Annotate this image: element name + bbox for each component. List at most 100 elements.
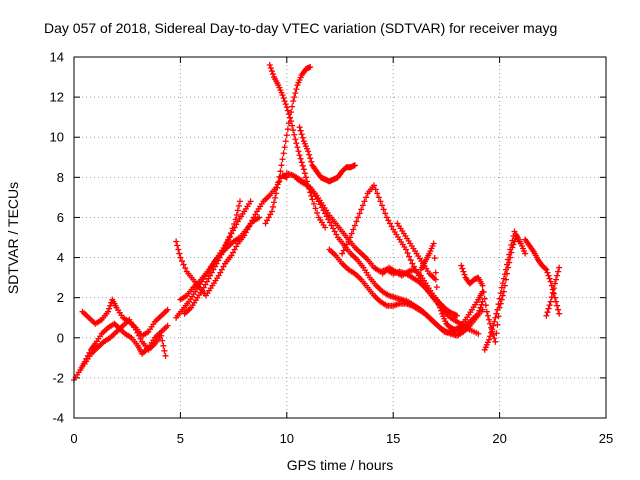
data-point xyxy=(545,272,552,279)
data-point xyxy=(550,285,557,292)
y-tick-label: 6 xyxy=(57,210,64,225)
data-point xyxy=(487,333,494,340)
data-point xyxy=(232,216,239,223)
data-point xyxy=(489,326,496,333)
data-point xyxy=(355,214,362,221)
data-point xyxy=(460,268,467,275)
data-point xyxy=(492,314,499,321)
data-point xyxy=(347,234,354,241)
data-point xyxy=(290,127,297,134)
data-point xyxy=(267,65,274,72)
data-point xyxy=(515,238,522,245)
axis-ticks: 0 5 10 15 20 25 -4 -2 0 2 4 6 8 10 12 14 xyxy=(50,50,614,447)
data-point xyxy=(437,304,444,311)
data-point xyxy=(231,246,238,253)
data-point xyxy=(494,306,501,313)
data-point xyxy=(278,162,285,169)
data-point xyxy=(292,136,299,143)
data-point xyxy=(217,269,224,276)
data-point xyxy=(343,241,350,248)
data-point xyxy=(496,295,503,302)
data-point xyxy=(267,211,274,218)
data-point xyxy=(204,278,210,285)
data-point xyxy=(552,276,559,283)
data-point xyxy=(284,107,291,114)
data-point xyxy=(312,205,319,212)
data-point xyxy=(234,207,241,214)
data-point xyxy=(252,211,259,218)
data-point xyxy=(543,312,550,319)
data-point xyxy=(348,230,355,237)
data-point xyxy=(379,202,386,209)
data-point xyxy=(176,250,183,257)
data-point xyxy=(233,243,240,250)
y-tick-label: 2 xyxy=(57,290,64,305)
data-point xyxy=(432,276,439,283)
series-trace-14 xyxy=(339,182,482,337)
data-point xyxy=(174,242,181,249)
data-point xyxy=(549,289,556,296)
data-point xyxy=(220,263,227,270)
data-point xyxy=(492,338,499,345)
data-point xyxy=(434,298,441,305)
data-point xyxy=(219,248,226,255)
data-point xyxy=(383,214,390,221)
data-point xyxy=(407,257,414,264)
data-point xyxy=(333,231,340,238)
data-point xyxy=(556,264,563,271)
data-point xyxy=(223,241,230,248)
data-point xyxy=(247,198,254,205)
data-point xyxy=(173,238,180,245)
data-point xyxy=(505,256,512,263)
x-tick-label: 5 xyxy=(177,431,184,446)
data-point xyxy=(282,101,289,108)
series-trace-2 xyxy=(79,296,171,339)
x-tick-label: 0 xyxy=(70,431,77,446)
data-point xyxy=(268,68,275,75)
series-trace-12 xyxy=(296,124,358,185)
data-point xyxy=(498,284,505,291)
data-point xyxy=(502,266,509,273)
data-point xyxy=(283,132,290,139)
data-point xyxy=(409,260,416,267)
data-point xyxy=(554,302,561,309)
data-point xyxy=(213,260,220,267)
data-point xyxy=(501,271,508,278)
data-point xyxy=(293,86,300,93)
data-point xyxy=(210,266,217,273)
data-point xyxy=(485,336,492,343)
data-point xyxy=(438,307,445,314)
data-point xyxy=(550,290,557,297)
x-axis-label: GPS time / hours xyxy=(287,457,394,473)
data-point xyxy=(177,254,184,261)
data-point xyxy=(262,220,269,227)
data-point xyxy=(284,126,291,133)
data-point xyxy=(556,310,563,317)
data-point xyxy=(497,290,504,297)
data-point xyxy=(479,282,486,289)
data-point xyxy=(292,90,299,97)
data-point xyxy=(323,213,330,220)
data-point xyxy=(345,238,352,245)
data-point xyxy=(485,316,492,323)
data-point xyxy=(504,261,511,268)
grid xyxy=(74,57,606,418)
data-point xyxy=(105,308,112,315)
data-point xyxy=(297,155,304,162)
data-point xyxy=(307,64,314,71)
data-point xyxy=(298,131,305,138)
data-point xyxy=(305,148,312,155)
data-point xyxy=(546,302,553,309)
data-point xyxy=(495,301,502,308)
data-point xyxy=(289,103,296,110)
data-point xyxy=(544,269,551,276)
data-point xyxy=(475,330,482,337)
y-axis-label: SDTVAR / TECUs xyxy=(5,182,21,294)
data-point xyxy=(227,229,234,236)
data-point xyxy=(268,208,275,215)
data-point xyxy=(175,246,182,253)
series-trace-19 xyxy=(481,228,522,353)
y-tick-label: 12 xyxy=(50,90,64,105)
data-point xyxy=(226,234,233,241)
data-point xyxy=(164,322,171,329)
